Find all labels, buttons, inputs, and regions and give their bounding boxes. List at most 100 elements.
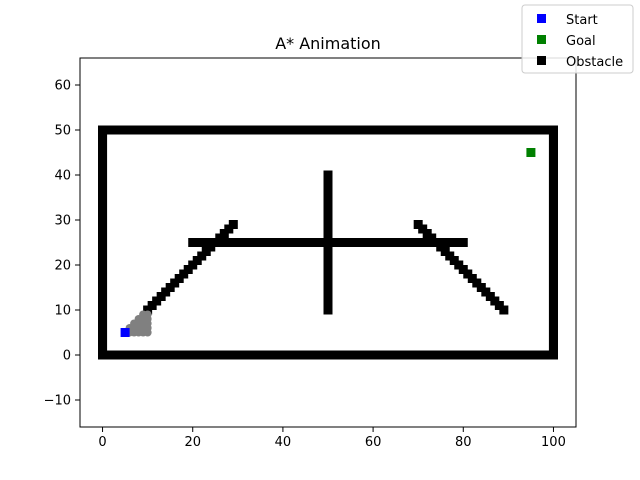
- obstacle-point: [535, 125, 545, 135]
- obstacle-point: [508, 350, 518, 360]
- x-tick-label: 80: [455, 435, 472, 450]
- obstacle-point: [323, 350, 333, 360]
- obstacle-point: [373, 238, 383, 247]
- obstacle-point: [273, 238, 283, 247]
- obstacle-point: [395, 350, 405, 360]
- obstacle-point: [386, 350, 396, 360]
- obstacle-point: [431, 350, 441, 360]
- obstacle-point: [422, 229, 432, 238]
- obstacle-point: [260, 238, 270, 247]
- legend-goal-label: Goal: [566, 34, 596, 49]
- obstacle-point: [418, 350, 428, 360]
- obstacle-point: [508, 125, 518, 135]
- obstacle-point: [485, 292, 495, 301]
- obstacle-point: [228, 350, 238, 360]
- obstacle-point: [346, 350, 356, 360]
- obstacle-point: [174, 350, 184, 360]
- legend-goal-marker: [537, 35, 546, 44]
- obstacle-point: [246, 350, 256, 360]
- obstacle-point: [337, 238, 347, 247]
- obstacle-point: [476, 125, 486, 135]
- obstacle-point: [269, 238, 279, 247]
- obstacle-point: [242, 238, 252, 247]
- obstacle-point: [291, 350, 301, 360]
- obstacle-point: [413, 238, 423, 247]
- obstacle-point: [364, 350, 374, 360]
- obstacle-point: [192, 125, 202, 135]
- obstacle-point: [413, 220, 423, 229]
- obstacle-point: [224, 238, 234, 247]
- obstacle-point: [355, 350, 365, 360]
- x-tick-label: 100: [541, 435, 566, 450]
- obstacle-point: [332, 125, 342, 135]
- obstacle-point: [264, 125, 274, 135]
- obstacle-point: [309, 350, 319, 360]
- obstacle-point: [224, 125, 234, 135]
- y-tick-label: 30: [54, 214, 71, 229]
- obstacle-point: [382, 350, 392, 360]
- legend-start-label: Start: [566, 13, 598, 28]
- obstacle-point: [476, 350, 486, 360]
- obstacle-point: [273, 350, 283, 360]
- obstacle-point: [215, 350, 225, 360]
- obstacle-point: [278, 125, 288, 135]
- obstacle-point: [503, 125, 513, 135]
- obstacle-point: [165, 125, 175, 135]
- obstacle-point: [161, 350, 171, 360]
- obstacle-point: [251, 350, 261, 360]
- obstacle-point: [291, 238, 301, 247]
- obstacle-point: [499, 125, 509, 135]
- obstacle-point: [449, 350, 459, 360]
- obstacle-point: [445, 125, 455, 135]
- obstacle-point: [183, 350, 193, 360]
- obstacle-point: [282, 238, 292, 247]
- obstacle-point: [251, 125, 261, 135]
- x-tick-label: 60: [365, 435, 382, 450]
- legend-obstacle-label: Obstacle: [566, 55, 623, 70]
- obstacle-point: [296, 238, 306, 247]
- obstacle-point: [233, 238, 243, 247]
- obstacle-point: [413, 350, 423, 360]
- obstacle-point: [242, 125, 252, 135]
- obstacle-point: [368, 238, 378, 247]
- obstacle-point: [449, 256, 459, 265]
- obstacle-point: [454, 350, 464, 360]
- obstacle-point: [377, 350, 387, 360]
- obstacle-point: [368, 125, 378, 135]
- obstacle-point: [246, 238, 256, 247]
- obstacle-point: [129, 350, 139, 360]
- obstacle-point: [305, 125, 315, 135]
- obstacle-point: [188, 125, 198, 135]
- obstacle-point: [328, 350, 338, 360]
- obstacle-point: [237, 238, 247, 247]
- obstacle-point: [526, 350, 536, 360]
- obstacle-point: [485, 350, 495, 360]
- obstacle-point: [476, 283, 486, 292]
- obstacle-point: [228, 125, 238, 135]
- obstacle-point: [233, 350, 243, 360]
- obstacle-point: [386, 125, 396, 135]
- obstacle-point: [318, 238, 328, 247]
- obstacle-point: [373, 350, 383, 360]
- obstacle-point: [111, 125, 121, 135]
- obstacle-point: [300, 238, 310, 247]
- legend-start-marker: [537, 14, 546, 23]
- obstacle-point: [210, 350, 220, 360]
- obstacle-point: [309, 238, 319, 247]
- plot-area: [98, 125, 558, 360]
- obstacle-point: [156, 350, 166, 360]
- legend: Start Goal Obstacle: [521, 4, 634, 74]
- obstacle-point: [341, 350, 351, 360]
- obstacle-point: [413, 125, 423, 135]
- obstacle-point: [323, 125, 333, 135]
- obstacle-point: [404, 125, 414, 135]
- obstacle-point: [246, 125, 256, 135]
- obstacle-point: [255, 238, 265, 247]
- obstacle-point: [458, 238, 468, 247]
- x-axis-ticks: 0 20 40 60 80 100: [98, 427, 566, 450]
- obstacle-point: [156, 125, 166, 135]
- obstacle-point: [287, 350, 297, 360]
- obstacle-point: [192, 256, 202, 265]
- obstacle-point: [391, 350, 401, 360]
- obstacle-point: [418, 125, 428, 135]
